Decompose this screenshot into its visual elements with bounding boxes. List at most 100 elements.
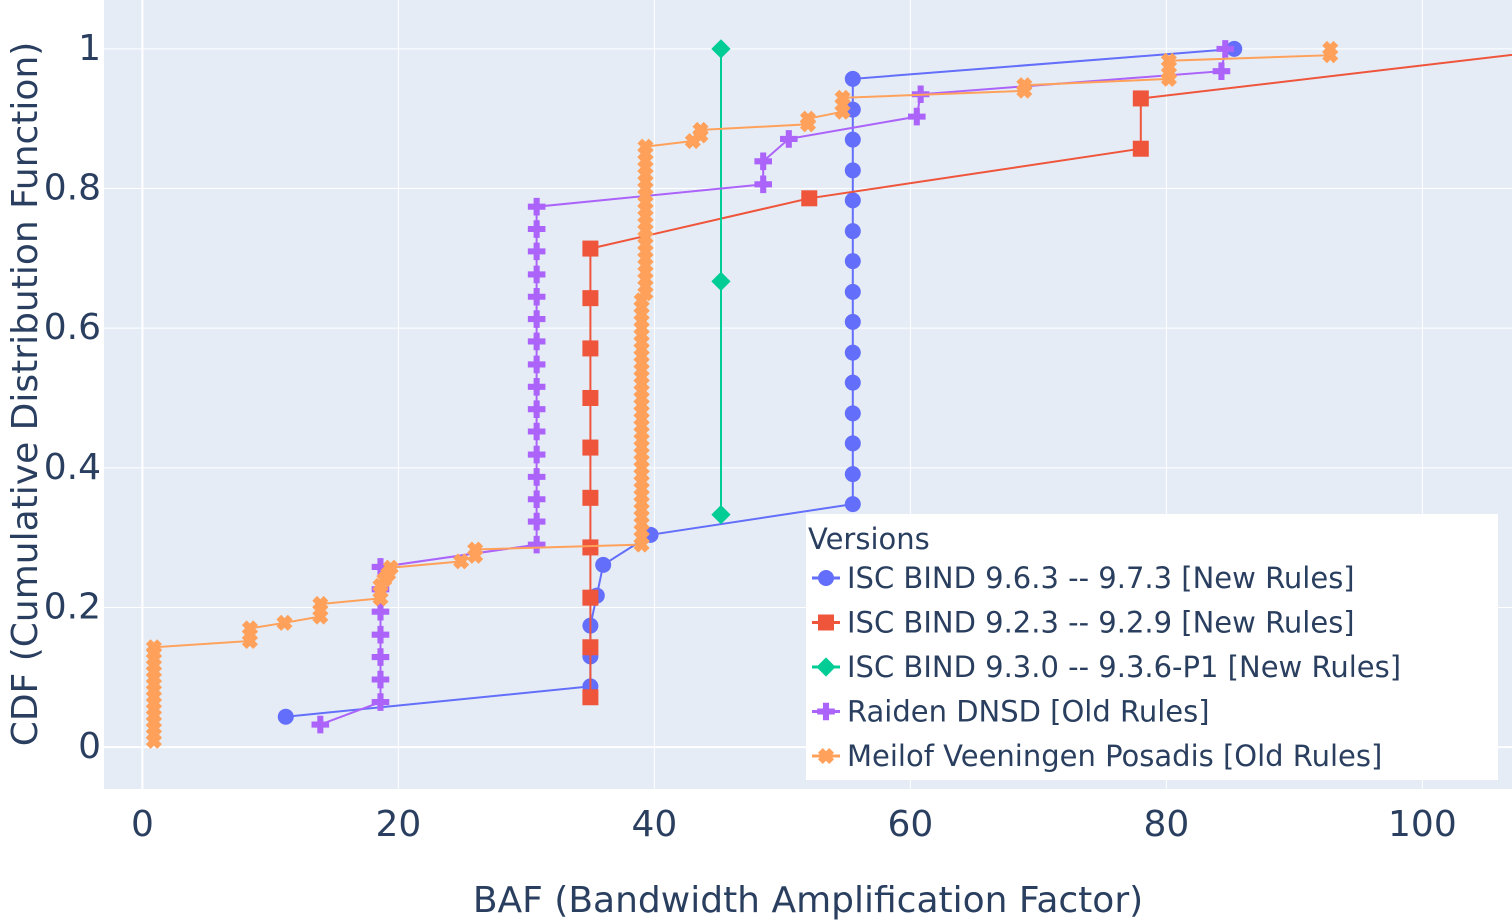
data-point: [1132, 140, 1149, 157]
data-point: [371, 648, 390, 666]
legend-marker: [816, 657, 836, 677]
data-point: [799, 110, 817, 127]
data-point: [1226, 40, 1243, 57]
x-tick-label: 20: [375, 804, 421, 845]
data-point: [844, 405, 861, 422]
legend-marker: [818, 570, 834, 586]
data-point: [467, 541, 484, 558]
x-tick-label: 60: [887, 804, 933, 845]
legend-item[interactable]: Raiden DNSD [Old Rules]: [812, 695, 1210, 729]
data-point: [527, 287, 546, 306]
data-point: [844, 162, 861, 179]
data-point: [582, 589, 599, 606]
data-point: [1016, 77, 1033, 94]
data-point: [527, 445, 546, 464]
data-point: [582, 240, 599, 257]
series-5: [145, 40, 1339, 749]
data-point: [1212, 62, 1231, 81]
data-point: [754, 175, 772, 194]
data-point: [527, 422, 546, 441]
data-point: [801, 190, 818, 207]
data-point: [582, 389, 599, 406]
data-point: [844, 70, 861, 87]
data-point: [711, 504, 731, 525]
data-point: [241, 620, 258, 637]
legend-label: ISC BIND 9.2.3 -- 9.2.9 [New Rules]: [847, 606, 1355, 640]
data-point: [1216, 40, 1235, 58]
data-point: [692, 121, 709, 138]
data-point: [844, 253, 861, 270]
x-tick-label: 80: [1143, 804, 1189, 845]
data-point: [371, 625, 390, 644]
data-point: [145, 639, 162, 656]
legend-marker: [818, 614, 834, 631]
data-point: [371, 558, 390, 576]
data-point: [527, 310, 546, 328]
data-point: [844, 192, 861, 209]
legend-label: ISC BIND 9.6.3 -- 9.7.3 [New Rules]: [847, 561, 1355, 595]
data-point: [527, 490, 546, 509]
legend-item[interactable]: Meilof Veeningen Posadis [Old Rules]: [812, 739, 1382, 773]
data-point: [582, 489, 599, 506]
x-axis-title: BAF (Bandwidth Amplification Factor): [473, 880, 1143, 921]
y-tick-label: 0.8: [44, 168, 101, 209]
data-point: [844, 466, 861, 483]
legend-label: Meilof Veeningen Posadis [Old Rules]: [847, 739, 1382, 773]
data-point: [582, 539, 599, 556]
data-point: [582, 290, 599, 307]
y-tick-labels: 0 0.2 0.4 0.6 0.8 1: [44, 28, 101, 767]
legend-title: Versions: [808, 522, 930, 556]
data-point: [908, 107, 926, 126]
data-point: [277, 708, 294, 725]
legend-marker: [817, 702, 835, 721]
data-point: [780, 130, 798, 148]
series-2: [582, 53, 1512, 706]
y-tick-label: 0: [78, 726, 101, 767]
series-3: [711, 39, 731, 525]
data-point: [711, 271, 731, 291]
data-point: [527, 197, 546, 216]
legend-box: [806, 514, 1498, 780]
data-point: [844, 131, 861, 148]
y-tick-label: 0.4: [44, 447, 101, 488]
legend-item[interactable]: ISC BIND 9.2.3 -- 9.2.9 [New Rules]: [812, 606, 1355, 640]
data-point: [527, 378, 546, 396]
data-point: [527, 265, 546, 284]
y-tick-label: 1: [78, 28, 101, 69]
data-point: [527, 220, 546, 238]
data-point: [637, 138, 654, 155]
data-point: [453, 553, 470, 570]
data-point: [582, 639, 599, 656]
data-point: [527, 468, 546, 486]
legend-item[interactable]: ISC BIND 9.6.3 -- 9.7.3 [New Rules]: [812, 561, 1355, 595]
data-point: [527, 355, 546, 374]
data-point: [844, 223, 861, 240]
y-tick-label: 0.2: [44, 586, 101, 627]
series-layer: [145, 39, 1512, 749]
x-tick-labels: 0 20 40 60 80 100: [131, 804, 1457, 845]
data-point: [754, 152, 772, 171]
legend: Versions ISC BIND 9.6.3 -- 9.7.3 [New Ru…: [806, 514, 1498, 780]
legend-label: ISC BIND 9.3.0 -- 9.3.6-P1 [New Rules]: [847, 650, 1401, 684]
data-point: [844, 435, 861, 452]
data-point: [834, 89, 851, 106]
data-point: [1322, 40, 1339, 57]
data-point: [527, 242, 546, 261]
x-tick-label: 40: [631, 804, 677, 845]
legend-item[interactable]: ISC BIND 9.3.0 -- 9.3.6-P1 [New Rules]: [812, 650, 1401, 684]
x-tick-label: 0: [131, 804, 154, 845]
data-point: [527, 400, 546, 418]
series-line: [589, 53, 1512, 698]
data-point: [276, 614, 293, 631]
legend-marker: [817, 747, 835, 765]
legend-label: Raiden DNSD [Old Rules]: [847, 695, 1210, 729]
data-point: [582, 340, 599, 357]
data-point: [595, 556, 612, 573]
data-point: [371, 670, 390, 689]
x-tick-label: 100: [1388, 804, 1457, 845]
y-axis-title: CDF (Cumulative Distribution Function): [5, 42, 46, 747]
data-point: [311, 715, 330, 734]
data-point: [527, 535, 546, 554]
data-point: [844, 344, 861, 361]
